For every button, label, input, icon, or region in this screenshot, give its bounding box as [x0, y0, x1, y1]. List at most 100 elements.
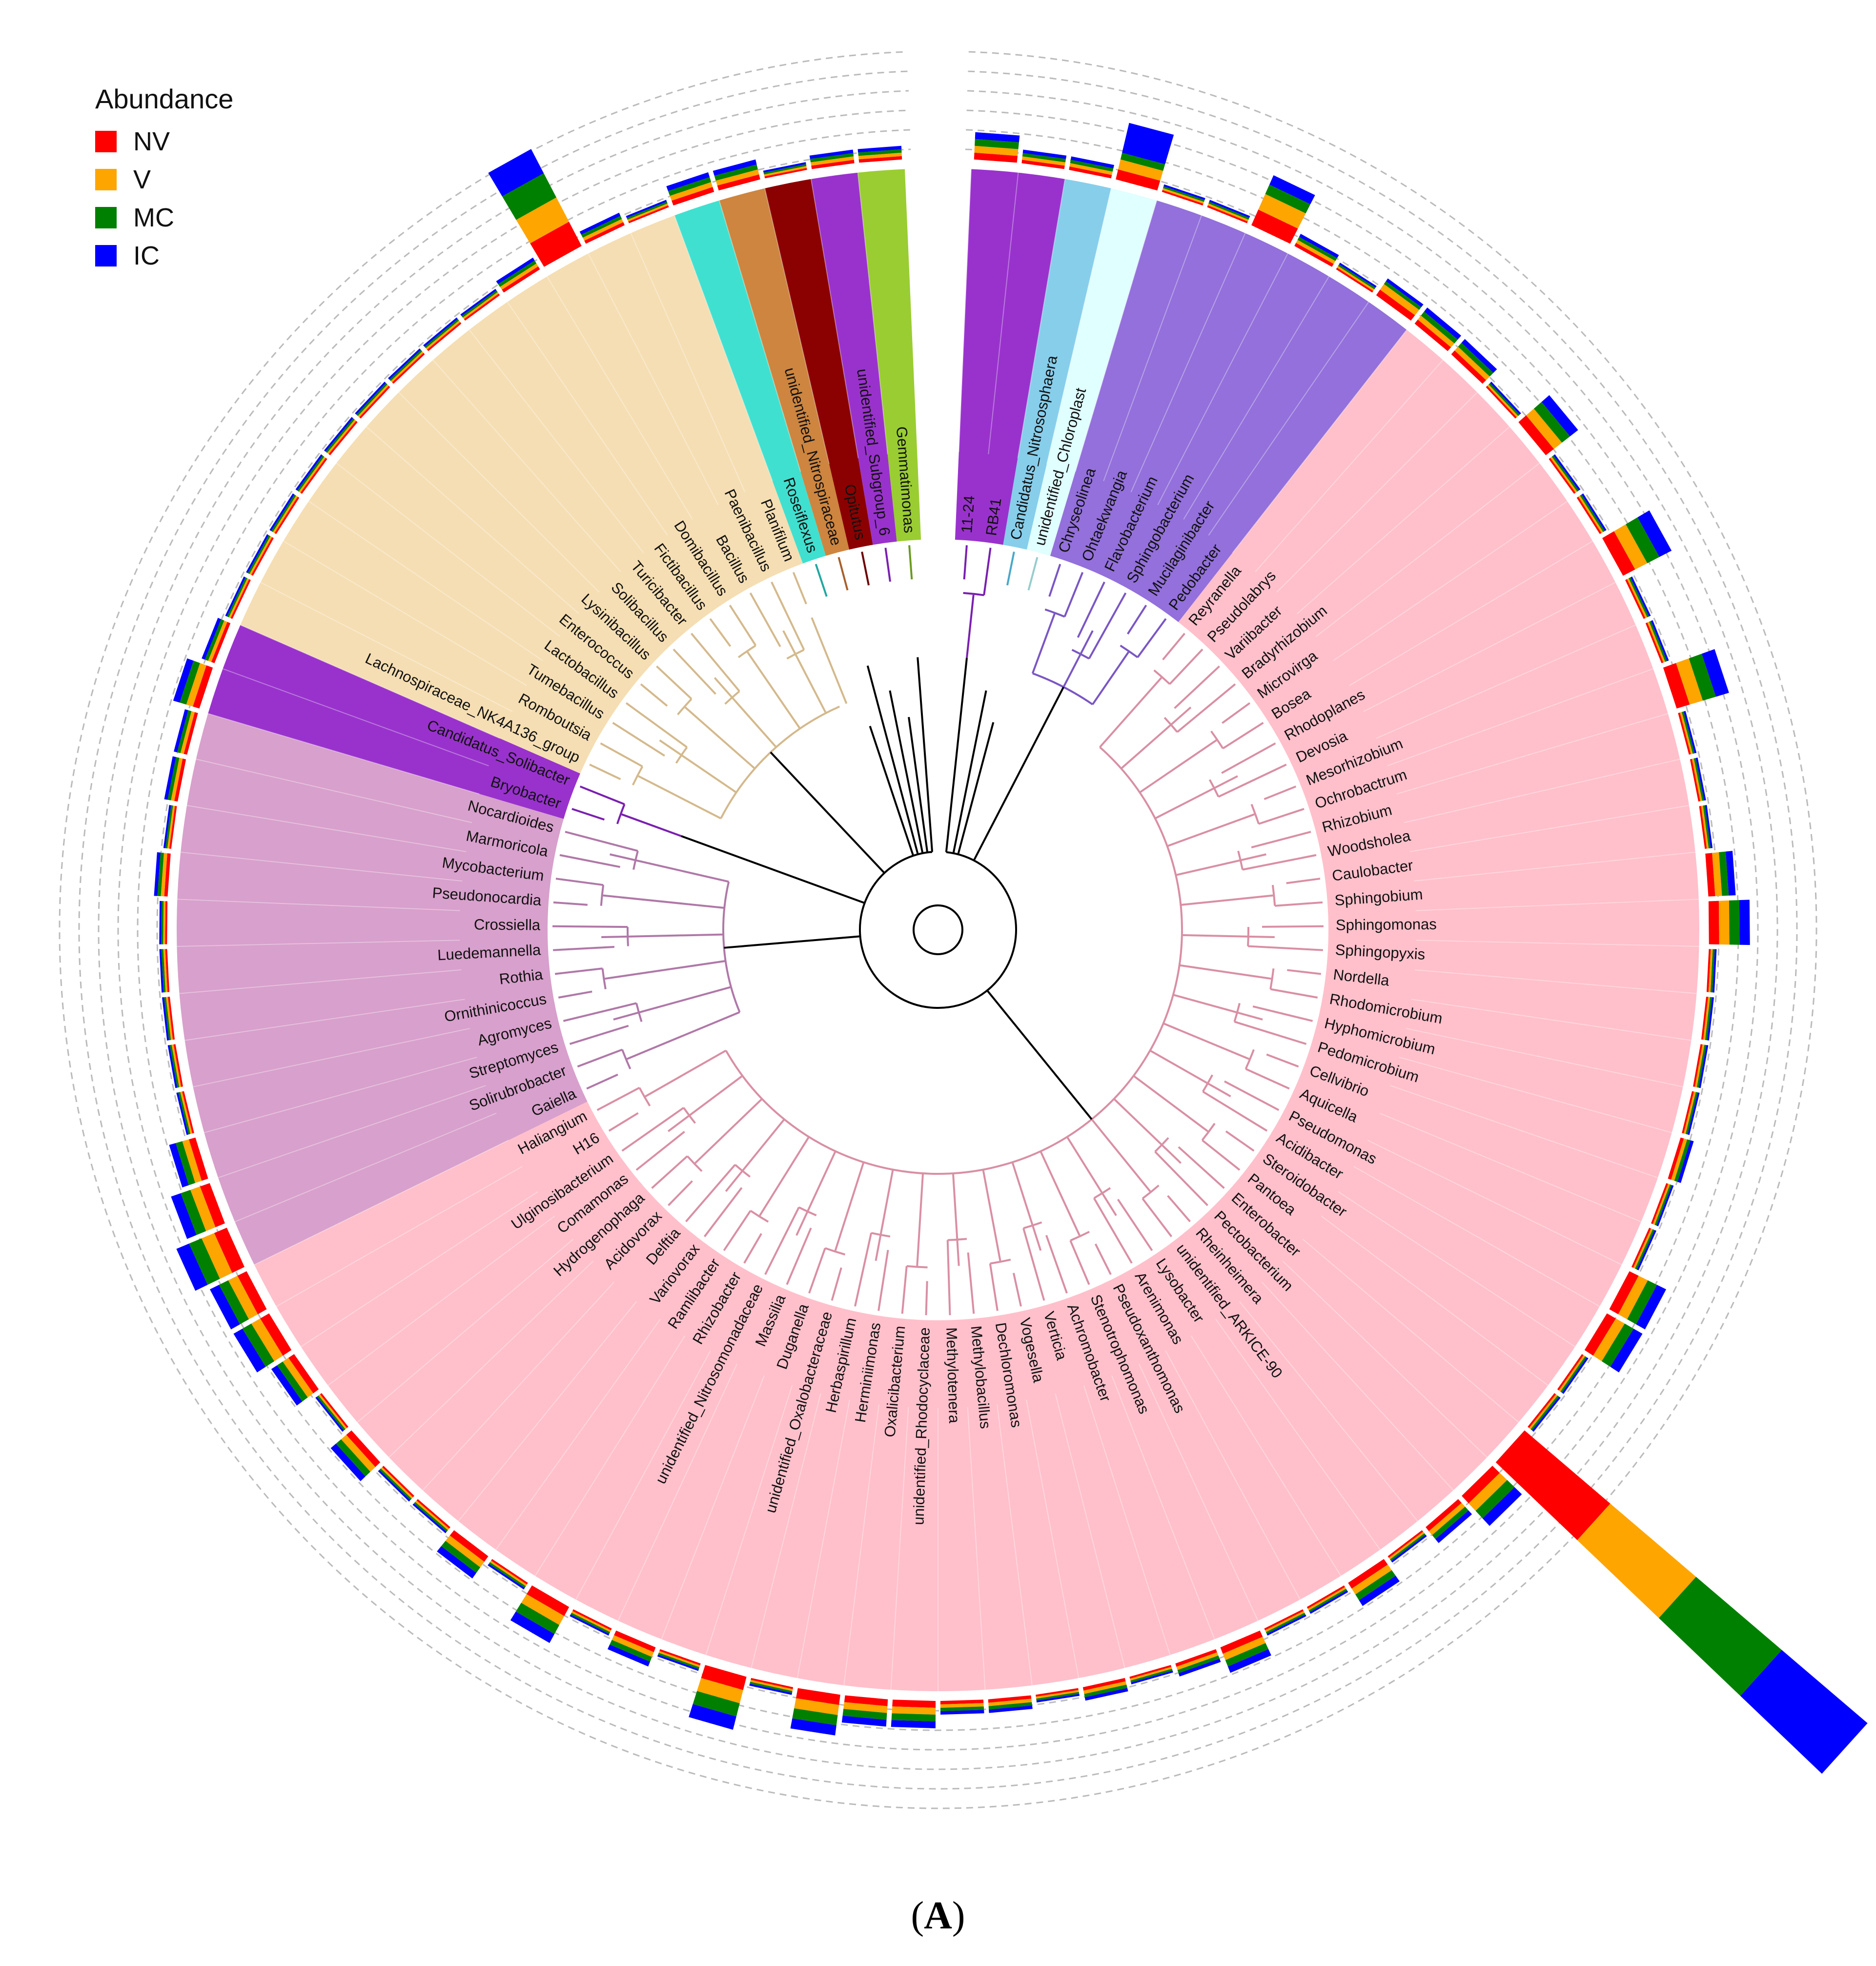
- tip-branch: [1224, 1080, 1280, 1111]
- bar-bosea-mc: [1580, 494, 1605, 532]
- bar-nocardioides-nv: [184, 712, 198, 755]
- tip-branch: [1027, 557, 1039, 591]
- bar-streptomyces-v: [182, 1139, 202, 1183]
- bar-marmoricola-mc: [167, 757, 180, 800]
- cherry-arc: [1250, 803, 1260, 824]
- cherry-arc: [601, 968, 607, 990]
- bar-agromyces-mc: [178, 1092, 191, 1135]
- sector-divider: [1111, 1375, 1215, 1639]
- bar-duganella-mc: [658, 1653, 700, 1669]
- bar-pedobacter-mc: [1384, 281, 1422, 310]
- sector-divider: [240, 624, 500, 739]
- bar-turicibacter-ic: [423, 317, 458, 347]
- internal-branch: [1149, 1049, 1231, 1098]
- bar-rhodoplanes-nv: [1602, 531, 1635, 576]
- bar-reyranella-ic: [1424, 307, 1462, 340]
- dashed-ring-4: [98, 90, 1778, 1770]
- internal-branch: [811, 617, 848, 704]
- bar-rhodomicrobium-v: [1694, 1044, 1705, 1087]
- bar-agromyces-v: [180, 1091, 192, 1134]
- bar-rhodoplanes-ic: [1637, 510, 1672, 557]
- bar-pseudoxanthomonas-nv: [1264, 1609, 1304, 1631]
- sector-divider: [1302, 1239, 1519, 1423]
- caption-open: (: [911, 1894, 924, 1937]
- bar-massilia-nv: [614, 1630, 656, 1653]
- tip-branch: [967, 1252, 975, 1314]
- bar-hyphomicrobium-v: [1684, 1091, 1696, 1134]
- figure-caption: (A): [0, 1894, 1876, 1938]
- sector-divider: [534, 1335, 686, 1577]
- internal-branch: [759, 1136, 810, 1216]
- bar-hyphomicrobium-nv: [1682, 1091, 1694, 1134]
- tip-branch: [651, 1155, 688, 1189]
- tip-branch: [723, 1210, 752, 1251]
- sector-divider: [1276, 392, 1478, 593]
- bar-rhizobium-mc: [1681, 711, 1695, 754]
- backbone-branch: [973, 686, 1065, 861]
- tip-branch: [558, 990, 592, 999]
- bar-luedemannella-ic: [159, 949, 164, 993]
- bar-unidentified-subgroup-6-nv: [811, 160, 855, 169]
- bar-pectobacterium-nv: [1462, 1466, 1500, 1504]
- bar-flavobacterium-v: [1258, 194, 1306, 229]
- sector-divider: [1390, 1085, 1658, 1178]
- sector-divider: [458, 1301, 637, 1522]
- sector-divider: [469, 329, 644, 553]
- bar-sphingobacterium-v: [1296, 240, 1336, 264]
- legend-swatch-nv: [95, 131, 117, 152]
- sector-divider: [1363, 582, 1616, 712]
- bar-unidentified-oxalobacteraceae-mc: [693, 1691, 740, 1717]
- bar-bradyrhizobium-mc: [1533, 402, 1570, 443]
- bar-unidentified-nitrosomonadaceae-ic: [570, 1614, 610, 1636]
- bar-solirubrobacter-ic: [171, 1193, 197, 1239]
- bar-ramlibacter-ic: [488, 1563, 525, 1590]
- backbone-branch: [869, 726, 915, 856]
- bar-sphingobacterium-ic: [1299, 234, 1339, 258]
- bar-rheinheimera-ic: [1435, 1510, 1472, 1543]
- cherry-arc: [638, 1087, 651, 1106]
- bar-rhizobacter-ic: [510, 1611, 555, 1643]
- sector-divider: [388, 1261, 593, 1458]
- bar-rb41-nv: [1021, 160, 1065, 169]
- sector-divider: [1349, 540, 1593, 686]
- tip-branch: [1154, 1151, 1208, 1207]
- bar-candidatus-solibacter-ic: [202, 617, 221, 660]
- bar-rothia-ic: [162, 997, 169, 1041]
- tip-branch: [1169, 648, 1203, 685]
- bar-lysobacter-v: [1351, 1564, 1392, 1595]
- bar-methylobacillus-v: [988, 1699, 1032, 1706]
- cherry-arc: [737, 644, 756, 658]
- bar-arenimonas-nv: [1306, 1585, 1346, 1609]
- bar-solirubrobacter-nv: [200, 1183, 225, 1228]
- tip-branch: [600, 742, 643, 768]
- bar-microvirga-nv: [1549, 458, 1576, 494]
- bar-pedobacter-v: [1380, 284, 1420, 315]
- bar-11-24-v: [974, 145, 1019, 156]
- bar-paenibacillus-nv: [584, 222, 625, 244]
- bar-enterobacter-v: [1577, 1503, 1696, 1618]
- sector-divider: [547, 276, 693, 520]
- bar-bradyrhizobium-ic: [1541, 395, 1578, 436]
- internal-branch: [1099, 677, 1162, 748]
- bar-verticia-nv: [1129, 1665, 1172, 1679]
- bar-rhodoplanes-v: [1614, 524, 1648, 570]
- bar-unidentified-nitrospiraceae-v: [715, 169, 759, 186]
- bar-unidentified-chloroplast-ic: [1122, 123, 1174, 164]
- backbone-branch: [889, 690, 924, 854]
- bar-planifilum-ic: [626, 200, 667, 218]
- bar-lachnospiraceae-nk4a136-group-ic: [225, 576, 246, 617]
- bar-pedomicrobium-ic: [1677, 1140, 1694, 1183]
- bar-verticia-mc: [1130, 1668, 1173, 1683]
- bar-unidentified-subgroup-6-mc: [810, 153, 854, 163]
- bar-rheinheimera-mc: [1432, 1506, 1469, 1539]
- bar-romboutsia-mc: [247, 535, 271, 574]
- bar-oxalicibacterium-v: [843, 1702, 888, 1713]
- sector-divider: [1017, 179, 1066, 458]
- bar-ramlibacter-mc: [489, 1562, 526, 1588]
- bar-marmoricola-nv: [174, 758, 186, 802]
- bar-pantoea-v: [1529, 1394, 1558, 1430]
- sector-divider: [196, 758, 472, 823]
- legend-swatch-mc: [95, 207, 117, 228]
- internal-branch: [1181, 894, 1273, 906]
- tip-branch: [569, 1024, 629, 1045]
